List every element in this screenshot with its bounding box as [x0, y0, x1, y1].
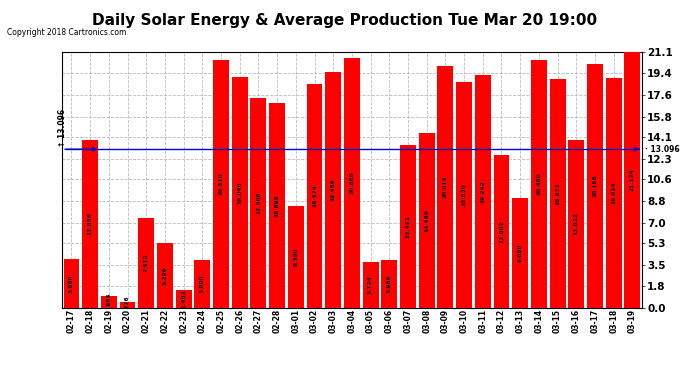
Bar — [382, 260, 397, 308]
Text: 20.014: 20.014 — [443, 175, 448, 198]
Text: 16.896: 16.896 — [275, 194, 279, 217]
Bar — [419, 133, 435, 308]
Bar — [437, 66, 453, 308]
Text: 19.046: 19.046 — [237, 181, 242, 204]
Text: 21.124: 21.124 — [630, 168, 635, 191]
Bar — [475, 75, 491, 307]
Text: 20.186: 20.186 — [593, 174, 598, 197]
Bar — [63, 260, 79, 308]
Text: 19.242: 19.242 — [480, 180, 485, 203]
Text: 19.456: 19.456 — [331, 178, 336, 201]
Text: 0.426: 0.426 — [125, 296, 130, 314]
Text: 18.630: 18.630 — [462, 183, 466, 206]
Text: 14.466: 14.466 — [424, 209, 429, 231]
Text: 20.510: 20.510 — [219, 172, 224, 195]
Bar — [569, 141, 584, 308]
Bar — [512, 198, 528, 308]
Bar — [325, 72, 341, 308]
Bar — [232, 77, 248, 308]
Text: 13.822: 13.822 — [574, 213, 579, 236]
Text: 17.308: 17.308 — [256, 192, 261, 214]
Bar — [269, 103, 285, 308]
Text: 13.422: 13.422 — [406, 215, 411, 238]
Bar — [456, 82, 472, 308]
Bar — [531, 60, 546, 308]
Bar — [138, 218, 154, 308]
Bar — [82, 140, 98, 308]
Bar — [119, 302, 135, 307]
Bar — [306, 84, 322, 308]
Bar — [606, 78, 622, 308]
Text: 19.024: 19.024 — [611, 181, 616, 204]
Bar — [176, 290, 192, 308]
Bar — [213, 60, 229, 308]
Bar — [624, 52, 640, 308]
Bar — [363, 262, 379, 308]
Text: Daily Solar Energy & Average Production Tue Mar 20 19:00: Daily Solar Energy & Average Production … — [92, 13, 598, 28]
Bar — [493, 155, 509, 308]
Text: · 13.096: · 13.096 — [644, 145, 679, 154]
Text: Copyright 2018 Cartronics.com: Copyright 2018 Cartronics.com — [7, 28, 126, 37]
Text: 20.668: 20.668 — [349, 171, 355, 194]
Bar — [550, 80, 566, 308]
Bar — [101, 296, 117, 307]
Text: 7.412: 7.412 — [144, 254, 149, 272]
Bar — [250, 98, 266, 308]
Text: 18.474: 18.474 — [312, 184, 317, 207]
Text: 3.980: 3.980 — [69, 274, 74, 293]
Bar — [288, 206, 304, 308]
Text: 3.966: 3.966 — [387, 274, 392, 293]
Text: 18.872: 18.872 — [555, 182, 560, 205]
Bar — [400, 145, 416, 308]
Bar — [157, 243, 173, 308]
Text: 3.724: 3.724 — [368, 276, 373, 294]
Text: 9.080: 9.080 — [518, 243, 522, 262]
Bar — [195, 260, 210, 308]
Text: 1.482: 1.482 — [181, 289, 186, 308]
Text: 0.954: 0.954 — [106, 292, 111, 311]
Text: 5.296: 5.296 — [162, 266, 168, 285]
Bar — [344, 58, 360, 308]
Bar — [587, 63, 603, 308]
Text: 3.900: 3.900 — [200, 275, 205, 293]
Text: 13.836: 13.836 — [88, 213, 92, 236]
Text: 12.602: 12.602 — [499, 220, 504, 243]
Text: 8.390: 8.390 — [293, 248, 298, 266]
Text: 20.480: 20.480 — [536, 172, 542, 195]
Text: ↑ 13.096: ↑ 13.096 — [57, 109, 67, 147]
